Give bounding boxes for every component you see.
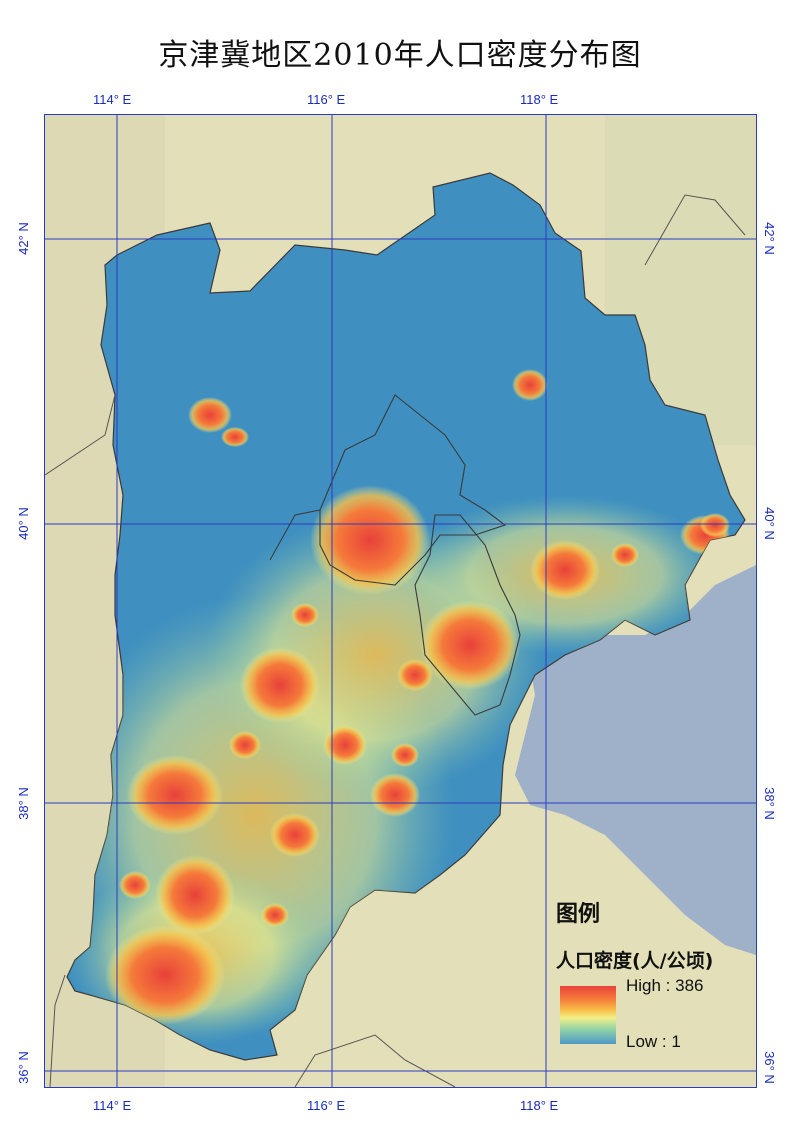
map-title: 京津冀地区2010年人口密度分布图 <box>158 38 642 73</box>
tianjin-boundary <box>414 514 521 716</box>
hotspot-tianjin <box>420 600 520 690</box>
hotspot-beijing <box>310 485 430 595</box>
lat-label-left-40: 40° N <box>15 507 31 540</box>
legend-subtitle: 人口密度(人/公顷) <box>556 950 714 972</box>
lat-label-right-38: 38° N <box>761 787 777 820</box>
lat-label-left-38: 38° N <box>15 787 31 820</box>
lat-label-right-36: 36° N <box>761 1051 777 1084</box>
lon-label-top-116: 116° E <box>307 92 346 107</box>
sea-area <box>515 565 756 955</box>
lat-label-left-36: 36° N <box>15 1051 31 1084</box>
lon-label-bottom-114: 114° E <box>93 1098 132 1113</box>
map-legend: 图例 人口密度(人/公顷) High : 386 Low : 1 <box>556 896 756 1051</box>
map-canvas <box>45 115 756 1087</box>
lat-label-right-42: 42° N <box>761 222 777 255</box>
map-frame[interactable] <box>44 114 757 1088</box>
density-layer <box>67 369 730 1045</box>
lat-label-left-42: 42° N <box>15 222 31 255</box>
beijing-boundary <box>319 394 507 586</box>
lat-label-right-40: 40° N <box>761 507 777 540</box>
legend-color-ramp <box>560 986 616 1044</box>
legend-high-label: High : 386 <box>626 976 704 995</box>
lon-label-bottom-118: 118° E <box>520 1098 559 1113</box>
graticule <box>45 115 756 1087</box>
lon-label-top-114: 114° E <box>93 92 132 107</box>
legend-low-label: Low : 1 <box>626 1032 681 1051</box>
legend-title: 图例 <box>556 902 601 927</box>
lon-label-bottom-116: 116° E <box>307 1098 346 1113</box>
lon-label-top-118: 118° E <box>520 92 559 107</box>
